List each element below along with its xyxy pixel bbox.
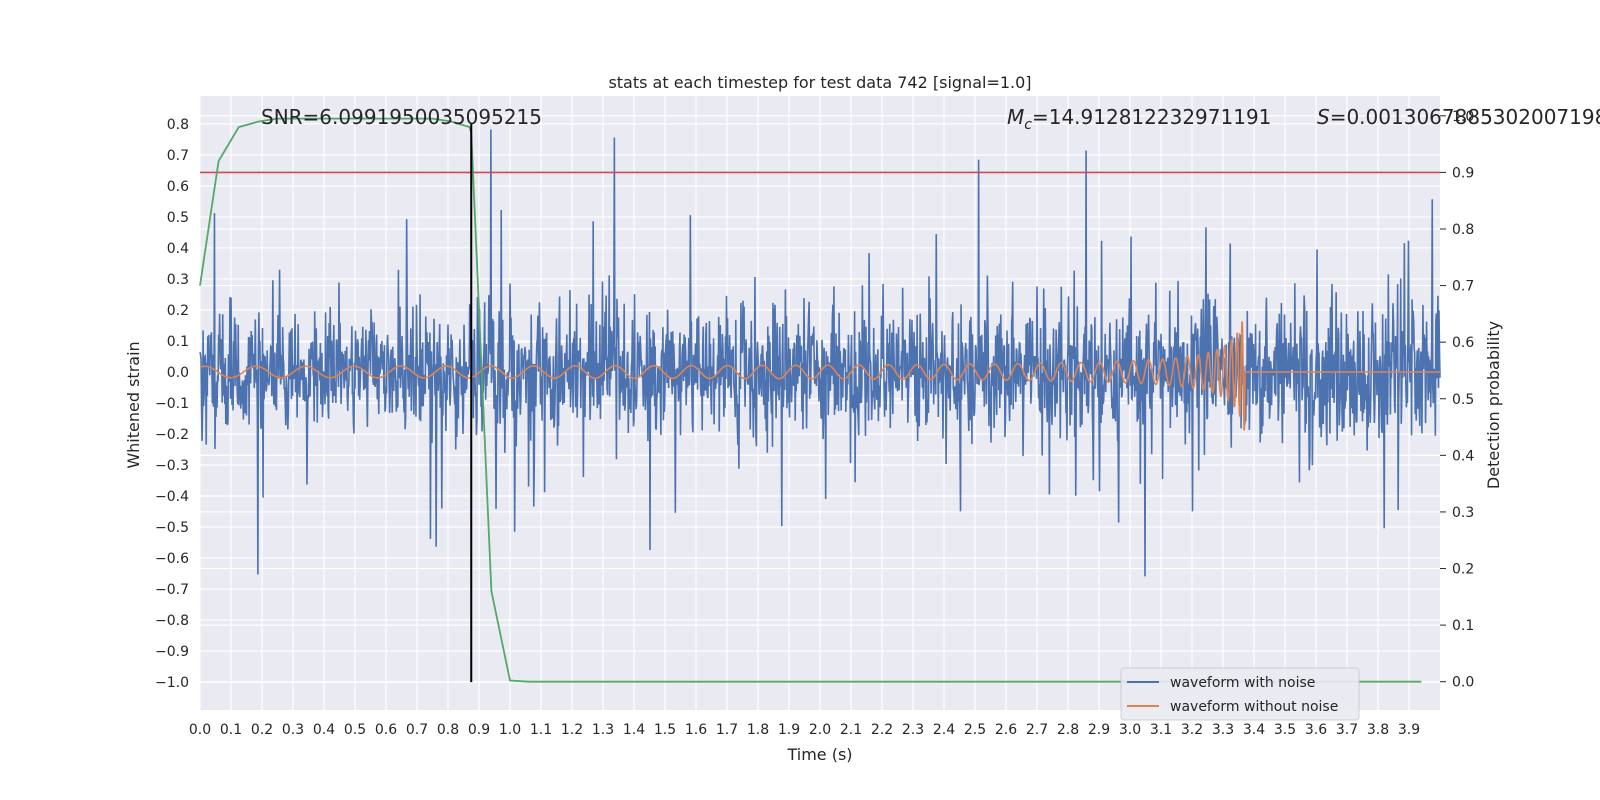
- x-tick-label: 1.0: [499, 722, 521, 738]
- y2-tick-label: 0.4: [1452, 448, 1474, 464]
- y2-tick-label: 0.7: [1452, 279, 1474, 295]
- y-tick-label: 0.0: [167, 365, 189, 381]
- y-tick-label: −0.5: [155, 520, 189, 536]
- x-axis-label: Time (s): [786, 745, 852, 764]
- series-waveform-without-noise: [199, 321, 1440, 431]
- x-tick-label: 3.7: [1336, 722, 1358, 738]
- x-tick-label: 0.5: [344, 722, 366, 738]
- y-tick-label: 0.4: [167, 241, 189, 257]
- y-tick-label: −0.7: [155, 582, 189, 598]
- y2-tick-label: 1.0: [1452, 109, 1474, 125]
- y-tick-label: −1.0: [155, 675, 189, 691]
- x-tick-label: 3.4: [1243, 722, 1265, 738]
- y-tick-label: 0.7: [167, 148, 189, 164]
- y-tick-label: −0.6: [155, 551, 189, 567]
- y2-tick-label: 0.2: [1452, 562, 1474, 578]
- y-tick-label: 0.3: [167, 272, 189, 288]
- y-tick-label: 0.6: [167, 179, 189, 195]
- x-tick-label: 3.2: [1181, 722, 1203, 738]
- x-axis-ticks: 0.0 0.1 0.2 0.3 0.4 0.5 0.6 0.7 0.8 0.9 1.0 1.1 1.2 1…: [189, 722, 1420, 738]
- y-tick-label: −0.2: [155, 427, 189, 443]
- legend-box: [1120, 667, 1360, 721]
- x-tick-label: 1.3: [592, 722, 614, 738]
- y2-tick-label: 0.3: [1452, 505, 1474, 521]
- y-tick-label: 0.1: [167, 334, 189, 350]
- x-tick-label: 3.1: [1150, 722, 1172, 738]
- x-tick-label: 1.6: [685, 722, 707, 738]
- x-tick-label: 2.3: [902, 722, 924, 738]
- x-tick-label: 1.1: [530, 722, 552, 738]
- x-tick-label: 3.0: [1119, 722, 1141, 738]
- y2-tick-label: 0.9: [1452, 165, 1474, 181]
- legend: waveform with noise waveform without noi…: [1120, 667, 1360, 721]
- x-tick-label: 2.0: [809, 722, 831, 738]
- legend-label-clean: waveform without noise: [1170, 699, 1338, 715]
- y-axis-ticks: 0.8 0.7 0.6 0.5 0.4 0.3 0.2 0.1 0.0 −0.1 −0.2 −0.3 −…: [155, 117, 189, 691]
- x-tick-label: 3.9: [1398, 722, 1420, 738]
- y-tick-label: −0.1: [155, 396, 189, 412]
- series-layer: [199, 117, 1441, 683]
- s-annotation: S=0.0013067885302007198: [1317, 105, 1600, 129]
- x-tick-label: 3.5: [1274, 722, 1296, 738]
- x-tick-label: 0.9: [468, 722, 490, 738]
- y-tick-label: −0.3: [155, 458, 189, 474]
- x-tick-label: 1.4: [623, 722, 645, 738]
- x-tick-label: 3.8: [1367, 722, 1389, 738]
- x-tick-label: 0.8: [437, 722, 459, 738]
- y-tick-label: −0.9: [155, 644, 189, 660]
- x-tick-label: 2.1: [840, 722, 862, 738]
- x-tick-label: 0.7: [406, 722, 428, 738]
- y2-tick-label: 0.8: [1452, 222, 1474, 238]
- y2-tick-label: 0.6: [1452, 335, 1474, 351]
- x-tick-label: 0.6: [375, 722, 397, 738]
- x-tick-label: 1.9: [778, 722, 800, 738]
- y2-axis-ticks: 1.0 0.9 0.8 0.7 0.6 0.5 0.4 0.3 0.2 0.1 0.0: [1440, 109, 1474, 691]
- x-tick-label: 2.2: [871, 722, 893, 738]
- x-tick-label: 2.5: [964, 722, 986, 738]
- x-tick-label: 0.3: [282, 722, 304, 738]
- x-tick-label: 0.0: [189, 722, 211, 738]
- x-tick-label: 1.2: [561, 722, 583, 738]
- y-axis-label: Whitened strain: [124, 341, 143, 468]
- y-tick-label: −0.4: [155, 489, 189, 505]
- x-tick-label: 1.5: [654, 722, 676, 738]
- x-tick-label: 3.6: [1305, 722, 1327, 738]
- y-tick-label: −0.8: [155, 613, 189, 629]
- chart-title: stats at each timestep for test data 742…: [608, 73, 1031, 92]
- x-tick-label: 2.6: [995, 722, 1017, 738]
- y2-tick-label: 0.0: [1452, 675, 1474, 691]
- x-tick-label: 0.4: [313, 722, 335, 738]
- x-tick-label: 2.7: [1026, 722, 1048, 738]
- y2-tick-label: 0.1: [1452, 618, 1474, 634]
- series-detection-probability: [199, 117, 1422, 683]
- mc-annotation: Mc=14.912812232971191: [1007, 105, 1271, 133]
- x-tick-label: 1.7: [716, 722, 738, 738]
- x-tick-label: 2.9: [1088, 722, 1110, 738]
- x-tick-label: 0.2: [251, 722, 273, 738]
- x-tick-label: 2.4: [933, 722, 955, 738]
- snr-annotation: SNR=6.0991950035095215: [261, 105, 542, 129]
- legend-label-noise: waveform with noise: [1170, 675, 1315, 691]
- x-tick-label: 1.8: [747, 722, 769, 738]
- x-tick-label: 3.3: [1212, 722, 1234, 738]
- y-tick-label: 0.5: [167, 210, 189, 226]
- x-tick-label: 0.1: [220, 722, 242, 738]
- y2-axis-label: Detection probability: [1484, 321, 1503, 489]
- y2-tick-label: 0.5: [1452, 392, 1474, 408]
- x-tick-label: 2.8: [1057, 722, 1079, 738]
- y-tick-label: 0.8: [167, 117, 189, 133]
- y-tick-label: 0.2: [167, 303, 189, 319]
